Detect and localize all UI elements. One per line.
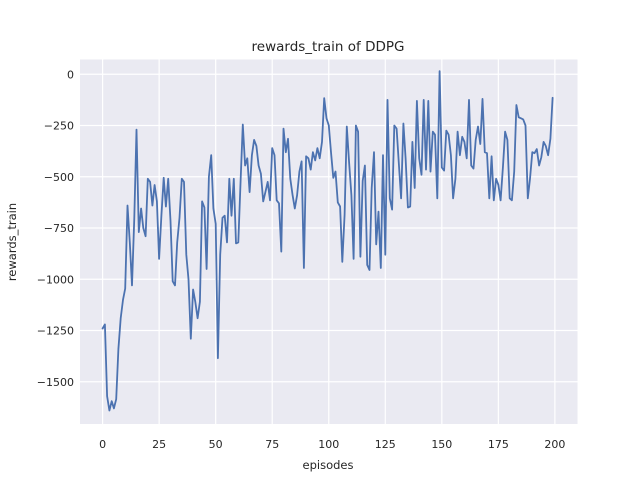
chart-title: rewards_train of DDPG (252, 39, 405, 55)
y-axis-label: rewards_train (5, 203, 19, 281)
x-axis-tick-labels: 0 25 50 75 100 125 150 175 200 (99, 438, 565, 451)
y-tick-label: −1000 (37, 273, 74, 286)
x-tick-label: 75 (265, 438, 279, 451)
x-tick-label: 0 (99, 438, 106, 451)
x-tick-label: 25 (152, 438, 166, 451)
data-series (101, 70, 554, 412)
x-tick-label: 150 (431, 438, 452, 451)
x-tick-label: 100 (318, 438, 339, 451)
y-tick-label: −1250 (37, 325, 74, 338)
reward-line (101, 70, 554, 412)
y-tick-label: −500 (44, 171, 74, 184)
y-tick-label: −1500 (37, 376, 74, 389)
x-tick-label: 50 (209, 438, 223, 451)
y-tick-label: 0 (67, 68, 74, 81)
x-tick-label: 125 (375, 438, 396, 451)
x-axis-label: episodes (303, 458, 354, 472)
y-axis-tick-labels: 0 −250 −500 −750 −1000 −1250 −1500 (37, 68, 74, 389)
y-tick-label: −750 (44, 222, 74, 235)
x-tick-label: 200 (544, 438, 565, 451)
x-tick-label: 175 (488, 438, 509, 451)
y-tick-label: −250 (44, 120, 74, 133)
